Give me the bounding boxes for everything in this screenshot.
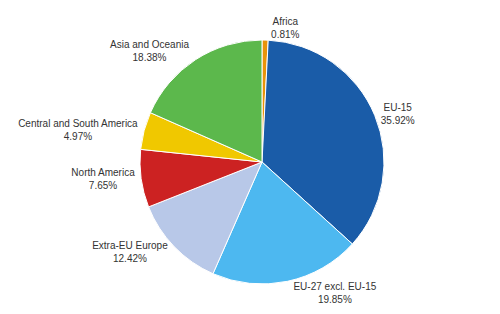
svg-text:Central and South America4.97%: Central and South America4.97% <box>18 118 138 142</box>
svg-text:EU-1535.92%: EU-1535.92% <box>381 102 415 126</box>
svg-text:Asia and Oceania18.38%: Asia and Oceania18.38% <box>110 39 189 63</box>
svg-text:EU-27 excl. EU-1519.85%: EU-27 excl. EU-1519.85% <box>293 281 376 305</box>
svg-text:Extra-EU Europe12.42%: Extra-EU Europe12.42% <box>92 240 168 264</box>
svg-text:Africa0.81%: Africa0.81% <box>271 16 299 40</box>
svg-text:North America7.65%: North America7.65% <box>71 167 135 191</box>
